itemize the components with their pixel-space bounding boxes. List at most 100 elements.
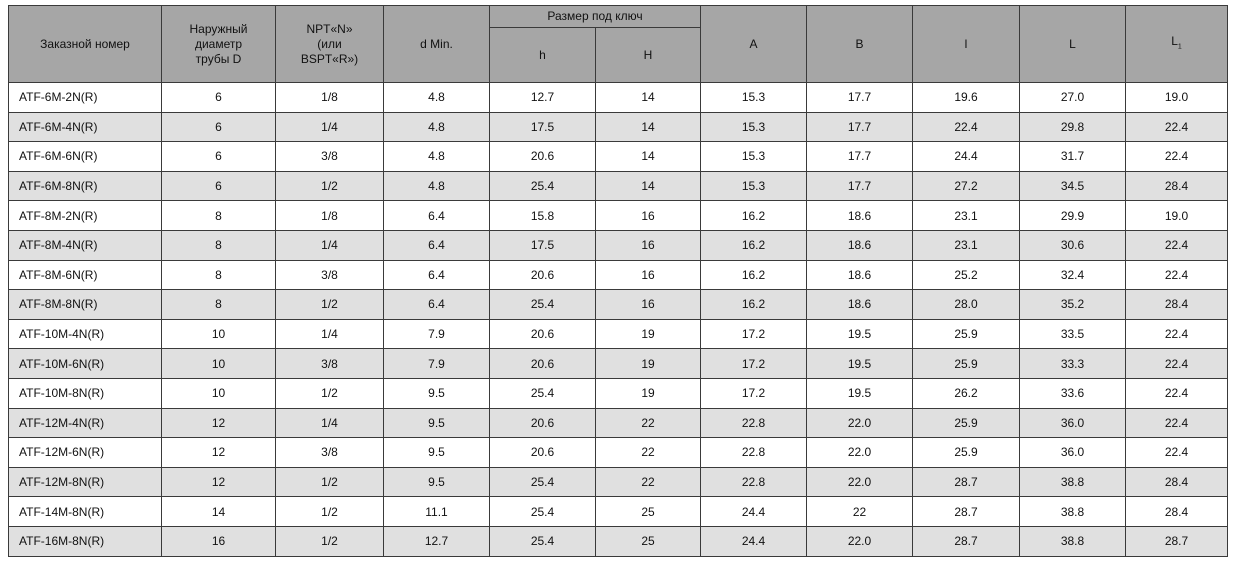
cell-b: 22.0: [806, 466, 913, 498]
cell-order-number: ATF-12M-8N(R): [8, 466, 162, 498]
cell-h-small: 12.7: [489, 82, 596, 113]
cell-h: 14: [595, 82, 701, 113]
specs-table: Заказной номер Наружный диаметр трубы D …: [8, 5, 1228, 557]
cell-d-min: 7.9: [383, 318, 490, 350]
cell-h: 14: [595, 111, 701, 143]
cell-thread: 1/8: [275, 82, 384, 113]
cell-h-small: 25.4: [489, 525, 596, 557]
table-row: ATF-8M-2N(R) 8 1/8 6.4 15.8 16 16.2 18.6 23.1 29.…: [8, 200, 1228, 231]
cell-h-small: 20.6: [489, 348, 596, 379]
cell-l-small: 25.9: [912, 348, 1020, 379]
cell-order-number: ATF-6M-2N(R): [8, 82, 162, 113]
cell-b: 17.7: [806, 141, 913, 172]
cell-thread: 1/2: [275, 289, 384, 320]
cell-l-small: 24.4: [912, 141, 1020, 172]
cell-h: 16: [595, 200, 701, 231]
cell-outer-diameter: 6: [161, 82, 276, 113]
cell-h: 19: [595, 318, 701, 350]
cell-a: 24.4: [700, 525, 807, 557]
cell-h: 22: [595, 437, 701, 468]
cell-a: 17.2: [700, 377, 807, 409]
cell-a: 16.2: [700, 289, 807, 320]
cell-h-small: 25.4: [489, 170, 596, 202]
cell-thread: 1/4: [275, 318, 384, 350]
cell-l1: 28.4: [1125, 289, 1228, 320]
cell-thread: 3/8: [275, 259, 384, 291]
table-row: ATF-6M-2N(R) 6 1/8 4.8 12.7 14 15.3 17.7 19.6 27.…: [8, 82, 1228, 113]
cell-a: 22.8: [700, 407, 807, 439]
cell-outer-diameter: 6: [161, 111, 276, 143]
cell-l-small: 25.2: [912, 259, 1020, 291]
cell-outer-diameter: 12: [161, 407, 276, 439]
cell-thread: 1/2: [275, 466, 384, 498]
cell-d-min: 6.4: [383, 259, 490, 291]
cell-b: 18.6: [806, 259, 913, 291]
cell-l-small: 28.0: [912, 289, 1020, 320]
cell-order-number: ATF-10M-6N(R): [8, 348, 162, 379]
cell-thread: 1/4: [275, 407, 384, 439]
cell-thread: 1/2: [275, 496, 384, 527]
cell-l-small: 23.1: [912, 200, 1020, 231]
cell-h: 14: [595, 141, 701, 172]
cell-l1: 22.4: [1125, 348, 1228, 379]
cell-l1: 22.4: [1125, 111, 1228, 143]
cell-d-min: 9.5: [383, 437, 490, 468]
cell-b: 18.6: [806, 289, 913, 320]
header-l1-label: L: [1171, 33, 1178, 48]
cell-d-min: 4.8: [383, 170, 490, 202]
cell-h-small: 25.4: [489, 496, 596, 527]
cell-l: 33.3: [1019, 348, 1126, 379]
cell-h: 16: [595, 259, 701, 291]
cell-a: 17.2: [700, 348, 807, 379]
cell-l-small: 28.7: [912, 466, 1020, 498]
cell-l: 38.8: [1019, 525, 1126, 557]
cell-a: 22.8: [700, 437, 807, 468]
cell-order-number: ATF-6M-6N(R): [8, 141, 162, 172]
cell-a: 15.3: [700, 111, 807, 143]
cell-b: 17.7: [806, 111, 913, 143]
cell-outer-diameter: 8: [161, 259, 276, 291]
cell-b: 17.7: [806, 170, 913, 202]
cell-order-number: ATF-8M-2N(R): [8, 200, 162, 231]
cell-l-small: 28.7: [912, 496, 1020, 527]
cell-d-min: 4.8: [383, 82, 490, 113]
cell-l1: 28.7: [1125, 525, 1228, 557]
cell-h-small: 20.6: [489, 437, 596, 468]
cell-l1: 28.4: [1125, 496, 1228, 527]
table-row: ATF-8M-6N(R) 8 3/8 6.4 20.6 16 16.2 18.6 25.2 32.…: [8, 259, 1228, 291]
header-l1: L1: [1125, 5, 1228, 83]
table-row: ATF-16M-8N(R) 16 1/2 12.7 25.4 25 24.4 22.0 28.7…: [8, 525, 1228, 557]
cell-l1: 22.4: [1125, 141, 1228, 172]
header-thread: NPT«N» (или BSPT«R»): [275, 5, 384, 83]
cell-d-min: 7.9: [383, 348, 490, 379]
cell-order-number: ATF-10M-4N(R): [8, 318, 162, 350]
cell-thread: 3/8: [275, 348, 384, 379]
cell-outer-diameter: 8: [161, 200, 276, 231]
cell-outer-diameter: 10: [161, 348, 276, 379]
cell-a: 15.3: [700, 170, 807, 202]
cell-outer-diameter: 16: [161, 525, 276, 557]
cell-a: 15.3: [700, 141, 807, 172]
cell-d-min: 11.1: [383, 496, 490, 527]
cell-l-small: 19.6: [912, 82, 1020, 113]
cell-order-number: ATF-6M-4N(R): [8, 111, 162, 143]
table-row: ATF-10M-8N(R) 10 1/2 9.5 25.4 19 17.2 19.5 26.2 3…: [8, 377, 1228, 409]
cell-a: 17.2: [700, 318, 807, 350]
cell-outer-diameter: 6: [161, 141, 276, 172]
cell-l-small: 25.9: [912, 407, 1020, 439]
header-wrench-size: Размер под ключ: [489, 5, 701, 28]
header-l: L: [1019, 5, 1126, 83]
cell-thread: 1/4: [275, 111, 384, 143]
cell-thread: 1/2: [275, 170, 384, 202]
cell-d-min: 9.5: [383, 407, 490, 439]
cell-order-number: ATF-16M-8N(R): [8, 525, 162, 557]
cell-h-small: 20.6: [489, 141, 596, 172]
header-h: H: [595, 27, 701, 83]
cell-l1: 19.0: [1125, 82, 1228, 113]
cell-outer-diameter: 8: [161, 229, 276, 261]
cell-h-small: 25.4: [489, 377, 596, 409]
cell-l-small: 25.9: [912, 318, 1020, 350]
cell-outer-diameter: 8: [161, 289, 276, 320]
table-row: ATF-8M-8N(R) 8 1/2 6.4 25.4 16 16.2 18.6 28.0 35.…: [8, 289, 1228, 320]
cell-h-small: 15.8: [489, 200, 596, 231]
